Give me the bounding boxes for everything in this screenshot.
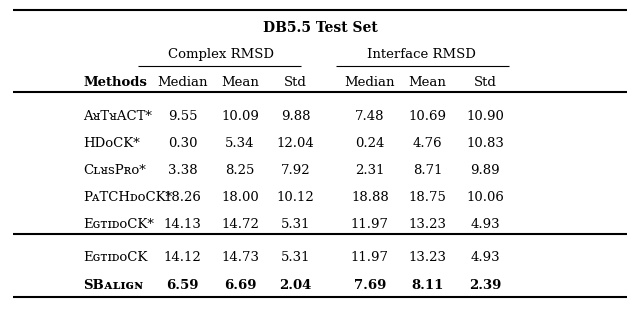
Text: 10.69: 10.69 [408, 110, 447, 123]
Text: DB5.5 Test Set: DB5.5 Test Set [262, 21, 378, 35]
Text: 13.23: 13.23 [408, 251, 447, 264]
Text: 10.90: 10.90 [466, 110, 504, 123]
Text: AᴚTᴚACT*: AᴚTᴚACT* [83, 110, 152, 123]
Text: 5.31: 5.31 [281, 217, 310, 231]
Text: Mean: Mean [408, 75, 447, 89]
Text: 4.76: 4.76 [413, 137, 442, 150]
Text: 10.12: 10.12 [277, 191, 314, 204]
Text: 6.59: 6.59 [166, 279, 198, 292]
Text: 5.31: 5.31 [281, 251, 310, 264]
Text: 18.26: 18.26 [163, 191, 202, 204]
Text: Std: Std [474, 75, 497, 89]
Text: 7.69: 7.69 [354, 279, 386, 292]
Text: 14.73: 14.73 [221, 251, 259, 264]
Text: 18.75: 18.75 [408, 191, 447, 204]
Text: EɢᴛɪᴅᴏCK*: EɢᴛɪᴅᴏCK* [83, 217, 154, 231]
Text: 13.23: 13.23 [408, 217, 447, 231]
Text: 14.12: 14.12 [164, 251, 201, 264]
Text: 11.97: 11.97 [351, 217, 389, 231]
Text: 7.48: 7.48 [355, 110, 385, 123]
Text: Std: Std [284, 75, 307, 89]
Text: 4.93: 4.93 [470, 251, 500, 264]
Text: EɢᴛɪᴅᴏCK: EɢᴛɪᴅᴏCK [83, 251, 148, 264]
Text: 18.00: 18.00 [221, 191, 259, 204]
Text: 2.39: 2.39 [469, 279, 501, 292]
Text: 4.93: 4.93 [470, 217, 500, 231]
Text: 10.06: 10.06 [466, 191, 504, 204]
Text: 3.38: 3.38 [168, 164, 197, 177]
Text: 9.55: 9.55 [168, 110, 197, 123]
Text: Mean: Mean [221, 75, 259, 89]
Text: 5.34: 5.34 [225, 137, 255, 150]
Text: PᴀTCHᴅᴏCK*: PᴀTCHᴅᴏCK* [83, 191, 172, 204]
Text: 2.04: 2.04 [280, 279, 312, 292]
Text: 0.30: 0.30 [168, 137, 197, 150]
Text: 9.89: 9.89 [470, 164, 500, 177]
Text: 9.88: 9.88 [281, 110, 310, 123]
Text: 14.13: 14.13 [163, 217, 202, 231]
Text: 2.31: 2.31 [355, 164, 385, 177]
Text: 10.83: 10.83 [466, 137, 504, 150]
Text: SBᴀʟɪɢɴ: SBᴀʟɪɢɴ [83, 279, 143, 292]
Text: 6.69: 6.69 [224, 279, 256, 292]
Text: 8.25: 8.25 [225, 164, 255, 177]
Text: 8.11: 8.11 [412, 279, 444, 292]
Text: Median: Median [345, 75, 395, 89]
Text: 0.24: 0.24 [355, 137, 385, 150]
Text: 8.71: 8.71 [413, 164, 442, 177]
Text: 7.92: 7.92 [281, 164, 310, 177]
Text: 18.88: 18.88 [351, 191, 388, 204]
Text: Methods: Methods [83, 75, 147, 89]
Text: Complex RMSD: Complex RMSD [168, 48, 274, 61]
Text: 12.04: 12.04 [277, 137, 314, 150]
Text: 14.72: 14.72 [221, 217, 259, 231]
Text: Median: Median [157, 75, 207, 89]
Text: 10.09: 10.09 [221, 110, 259, 123]
Text: 11.97: 11.97 [351, 251, 389, 264]
Text: HDᴏCK*: HDᴏCK* [83, 137, 140, 150]
Text: CʟᴚsPʀᴏ*: CʟᴚsPʀᴏ* [83, 164, 146, 177]
Text: Interface RMSD: Interface RMSD [367, 48, 476, 61]
